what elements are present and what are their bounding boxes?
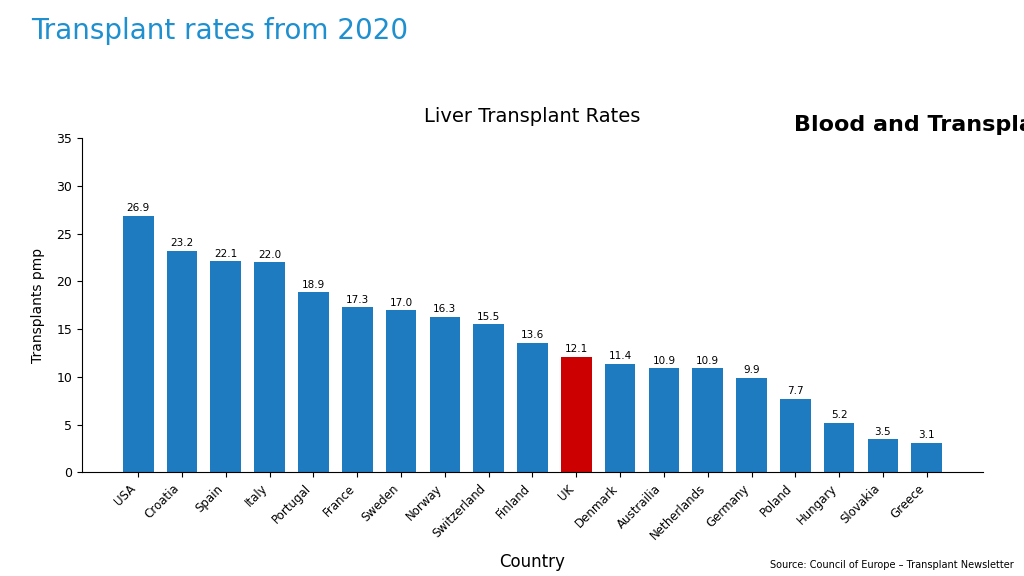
Text: 10.9: 10.9 xyxy=(696,356,719,366)
Text: 3.1: 3.1 xyxy=(919,430,935,440)
Bar xyxy=(911,443,942,472)
X-axis label: Country: Country xyxy=(500,554,565,571)
Text: Source: Council of Europe – Transplant Newsletter: Source: Council of Europe – Transplant N… xyxy=(770,560,1014,570)
Text: Blood and Transplant: Blood and Transplant xyxy=(794,115,1024,135)
Text: 9.9: 9.9 xyxy=(743,365,760,376)
Bar xyxy=(517,343,548,472)
Text: 11.4: 11.4 xyxy=(608,351,632,361)
Bar xyxy=(736,378,767,472)
Text: 13.6: 13.6 xyxy=(521,330,544,340)
Text: 15.5: 15.5 xyxy=(477,312,501,322)
Bar xyxy=(386,310,417,472)
Text: 3.5: 3.5 xyxy=(874,426,891,437)
Bar xyxy=(648,368,679,472)
Text: 17.3: 17.3 xyxy=(346,295,369,305)
Bar xyxy=(605,363,636,472)
Y-axis label: Transplants pmp: Transplants pmp xyxy=(31,248,45,363)
Text: 22.0: 22.0 xyxy=(258,250,282,260)
Text: 26.9: 26.9 xyxy=(127,203,150,213)
Text: 7.7: 7.7 xyxy=(787,386,804,396)
Title: Liver Transplant Rates: Liver Transplant Rates xyxy=(424,107,641,126)
Text: 22.1: 22.1 xyxy=(214,249,238,259)
Bar xyxy=(211,262,242,472)
Bar xyxy=(473,324,504,472)
Text: 12.1: 12.1 xyxy=(564,344,588,354)
Bar xyxy=(167,251,198,472)
Text: 10.9: 10.9 xyxy=(652,356,676,366)
Bar xyxy=(123,215,154,472)
Text: 16.3: 16.3 xyxy=(433,304,457,314)
Bar xyxy=(342,307,373,472)
Bar xyxy=(298,292,329,472)
Bar xyxy=(780,399,811,472)
Bar xyxy=(692,368,723,472)
Bar xyxy=(561,357,592,472)
Bar xyxy=(823,423,854,472)
Text: 18.9: 18.9 xyxy=(302,279,325,290)
Bar xyxy=(254,262,285,472)
Bar xyxy=(429,317,460,472)
Text: 17.0: 17.0 xyxy=(389,298,413,308)
Text: NHS: NHS xyxy=(896,46,983,81)
Text: Transplant rates from 2020: Transplant rates from 2020 xyxy=(31,17,408,46)
Text: 5.2: 5.2 xyxy=(830,410,848,420)
Bar xyxy=(867,439,898,472)
Text: 23.2: 23.2 xyxy=(170,238,194,248)
